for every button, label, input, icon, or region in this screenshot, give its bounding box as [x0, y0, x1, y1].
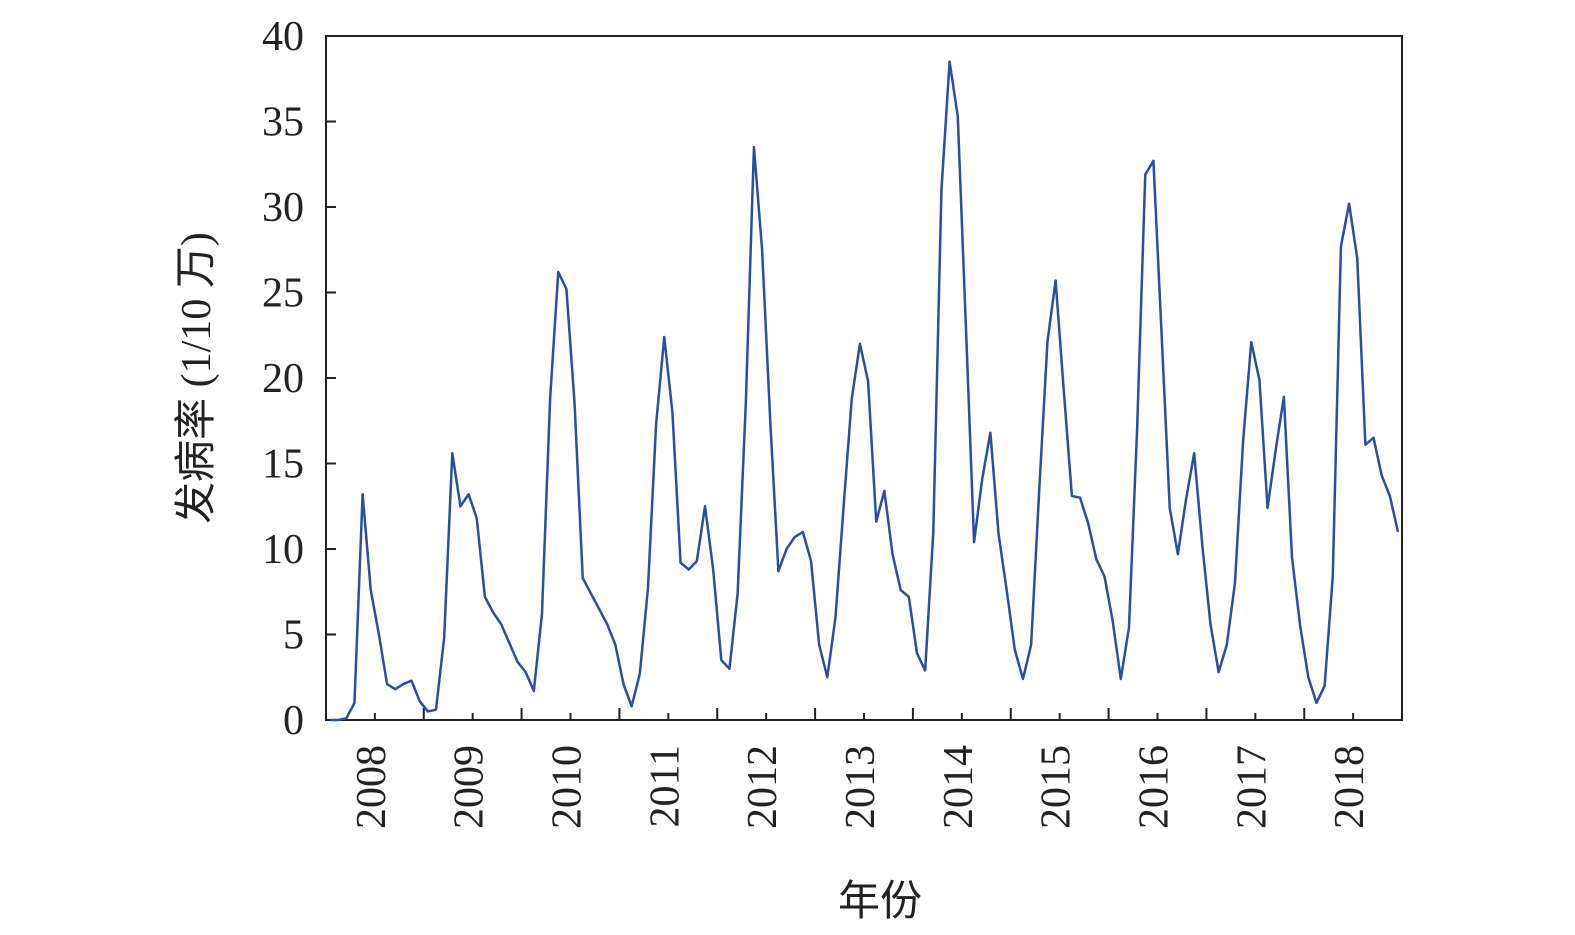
y-tick-label: 0: [283, 698, 304, 744]
x-tick-label: 2014: [936, 745, 982, 829]
x-tick-label: 2008: [349, 745, 395, 829]
y-tick-label: 40: [262, 14, 304, 60]
x-tick-label: 2010: [544, 745, 590, 829]
y-tick-label: 35: [262, 100, 304, 146]
x-tick-label: 2009: [447, 745, 493, 829]
x-tick-label: 2013: [838, 745, 884, 829]
y-tick-label: 30: [262, 185, 304, 231]
x-tick-label: 2016: [1131, 745, 1177, 829]
y-tick-label: 15: [262, 442, 304, 488]
data-line: [330, 60, 1400, 722]
x-tick-label: 2017: [1229, 745, 1275, 829]
x-axis-label: 年份: [838, 878, 922, 925]
plot-frame: [325, 35, 1403, 721]
y-tick-label: 20: [262, 356, 304, 402]
y-axis-label: 发病率 (1/10 万): [173, 232, 220, 524]
y-tick-label: 25: [262, 271, 304, 317]
y-tick-label: 5: [283, 613, 304, 659]
x-tick-label: 2011: [642, 745, 688, 827]
x-tick-label: 2012: [740, 745, 786, 829]
x-tick-label: 2015: [1034, 745, 1080, 829]
x-tick-label: 2018: [1327, 745, 1373, 829]
y-tick-label: 10: [262, 527, 304, 573]
